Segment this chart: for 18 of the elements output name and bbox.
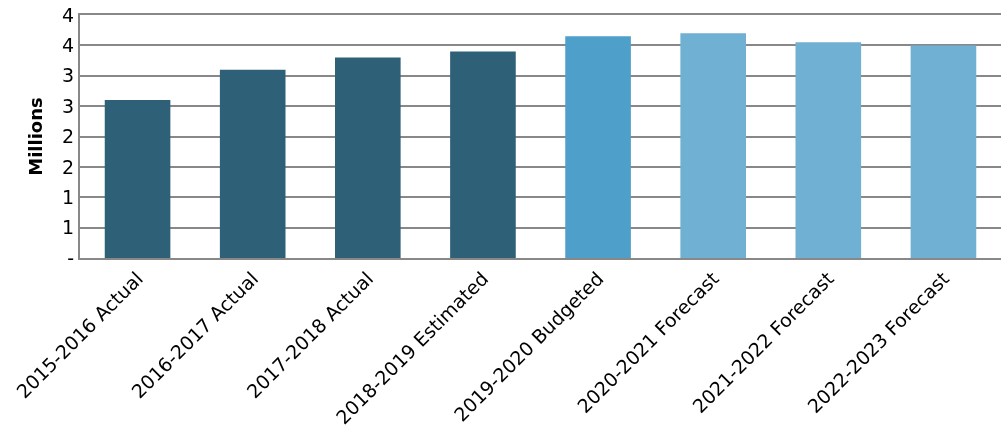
bar	[104, 100, 171, 258]
bar	[795, 42, 862, 258]
y-tick-label: 3	[62, 94, 75, 117]
y-tick-label: 2	[62, 155, 75, 178]
y-tick-label: 4	[62, 3, 75, 26]
y-axis-title: Millions	[24, 97, 46, 176]
bar	[335, 57, 401, 258]
bar	[450, 51, 516, 258]
y-tick-label: 1	[62, 185, 75, 208]
y-tick-label: -	[67, 246, 75, 269]
y-tick-label: 3	[62, 64, 75, 87]
bar	[680, 33, 746, 258]
bar	[910, 45, 977, 258]
bar	[219, 69, 286, 258]
bar	[565, 36, 631, 258]
y-tick-label: 1	[62, 216, 75, 239]
y-tick-label: 4	[62, 34, 75, 57]
y-tick-label: 2	[62, 125, 75, 148]
